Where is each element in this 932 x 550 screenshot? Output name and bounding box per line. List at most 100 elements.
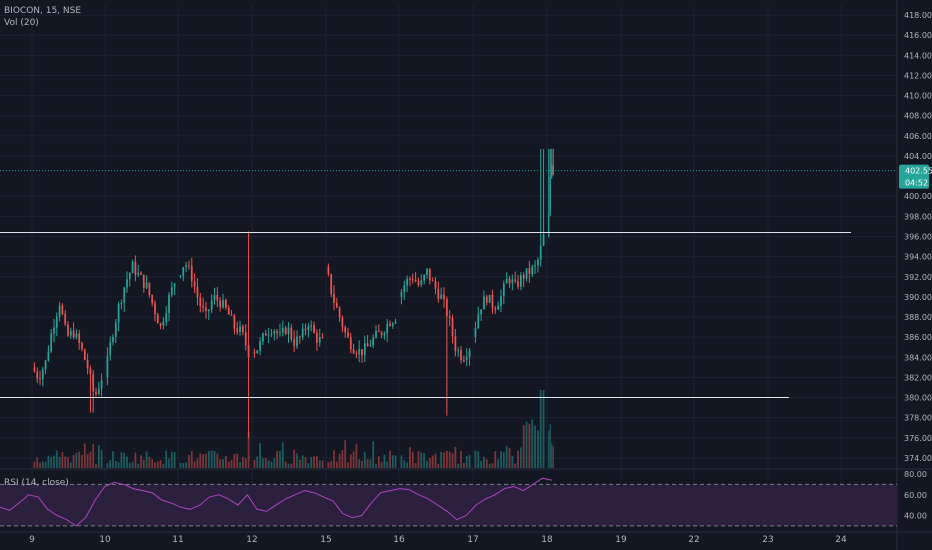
candle[interactable] <box>205 307 207 312</box>
candle[interactable] <box>377 330 380 332</box>
candle[interactable] <box>477 314 480 329</box>
candle[interactable] <box>375 330 377 338</box>
candle[interactable] <box>386 323 389 334</box>
candle[interactable] <box>230 314 233 316</box>
candle[interactable] <box>154 303 156 315</box>
candle[interactable] <box>310 325 313 327</box>
candle[interactable] <box>188 265 190 267</box>
candle[interactable] <box>64 313 67 325</box>
candle[interactable] <box>259 341 261 351</box>
candle[interactable] <box>318 337 321 343</box>
candle[interactable] <box>120 302 123 305</box>
candle[interactable] <box>279 332 281 334</box>
candle[interactable] <box>41 369 44 380</box>
candle[interactable] <box>270 333 273 335</box>
candle[interactable] <box>409 278 411 280</box>
candle[interactable] <box>227 307 230 315</box>
candle[interactable] <box>58 305 61 317</box>
candle[interactable] <box>502 283 505 297</box>
candle[interactable] <box>313 325 315 333</box>
candle[interactable] <box>148 282 151 295</box>
candle[interactable] <box>219 300 222 308</box>
candle[interactable] <box>508 278 511 284</box>
candle[interactable] <box>347 332 349 338</box>
candle[interactable] <box>451 318 454 337</box>
candle[interactable] <box>488 294 491 303</box>
candle[interactable] <box>394 321 397 324</box>
candle[interactable] <box>497 305 500 310</box>
candle[interactable] <box>97 388 100 395</box>
candle[interactable] <box>44 360 47 370</box>
candle[interactable] <box>78 333 81 343</box>
candle[interactable] <box>168 295 170 313</box>
candle[interactable] <box>474 328 477 338</box>
candle[interactable] <box>239 326 241 333</box>
candle[interactable] <box>207 309 210 312</box>
candle[interactable] <box>335 302 338 308</box>
candle[interactable] <box>500 296 502 306</box>
candle[interactable] <box>338 307 341 318</box>
candle[interactable] <box>262 333 264 342</box>
candle[interactable] <box>75 333 78 338</box>
candle[interactable] <box>276 330 279 334</box>
rsi-legend[interactable]: RSI (14, close) <box>4 478 69 488</box>
candle[interactable] <box>142 274 145 288</box>
candle[interactable] <box>100 380 103 389</box>
candle[interactable] <box>358 349 361 355</box>
candle[interactable] <box>534 265 536 267</box>
candle[interactable] <box>548 212 550 237</box>
candle[interactable] <box>301 328 304 338</box>
candle[interactable] <box>134 261 137 275</box>
candle[interactable] <box>380 331 383 336</box>
candle[interactable] <box>179 275 182 277</box>
candle[interactable] <box>352 349 355 354</box>
candle[interactable] <box>281 327 284 333</box>
candle[interactable] <box>443 294 445 300</box>
candle[interactable] <box>349 337 352 350</box>
candle[interactable] <box>420 280 423 285</box>
candle[interactable] <box>480 309 482 315</box>
candle[interactable] <box>140 272 142 275</box>
candle[interactable] <box>242 326 244 333</box>
candle[interactable] <box>537 259 539 266</box>
candle[interactable] <box>224 300 227 308</box>
candle[interactable] <box>210 300 213 310</box>
candle[interactable] <box>69 330 72 336</box>
candle[interactable] <box>434 281 437 289</box>
candle[interactable] <box>411 279 414 281</box>
candle[interactable] <box>287 327 290 335</box>
candle[interactable] <box>525 268 528 279</box>
candle[interactable] <box>363 343 366 356</box>
candle[interactable] <box>89 368 92 374</box>
candle[interactable] <box>61 305 64 314</box>
candle[interactable] <box>316 332 318 343</box>
candle[interactable] <box>468 350 471 358</box>
candle[interactable] <box>39 378 41 380</box>
candle[interactable] <box>431 280 434 282</box>
candle[interactable] <box>426 268 428 276</box>
candle[interactable] <box>542 234 545 246</box>
candle[interactable] <box>244 332 247 346</box>
candle[interactable] <box>256 350 259 354</box>
candle[interactable] <box>284 327 287 335</box>
candle[interactable] <box>551 165 553 177</box>
candle[interactable] <box>321 337 324 339</box>
candle[interactable] <box>417 281 420 285</box>
candle[interactable] <box>403 285 406 292</box>
candle[interactable] <box>505 278 508 284</box>
candle[interactable] <box>222 300 224 308</box>
candle[interactable] <box>391 323 394 327</box>
candle[interactable] <box>47 351 50 361</box>
candle[interactable] <box>273 330 276 334</box>
candle[interactable] <box>106 355 109 378</box>
candle[interactable] <box>36 371 39 379</box>
candle[interactable] <box>389 323 391 327</box>
candle[interactable] <box>519 275 522 287</box>
candle[interactable] <box>151 294 154 304</box>
candle[interactable] <box>185 265 187 268</box>
candle[interactable] <box>267 334 270 336</box>
candle[interactable] <box>400 291 403 297</box>
candle[interactable] <box>369 345 372 347</box>
candle[interactable] <box>539 245 542 260</box>
